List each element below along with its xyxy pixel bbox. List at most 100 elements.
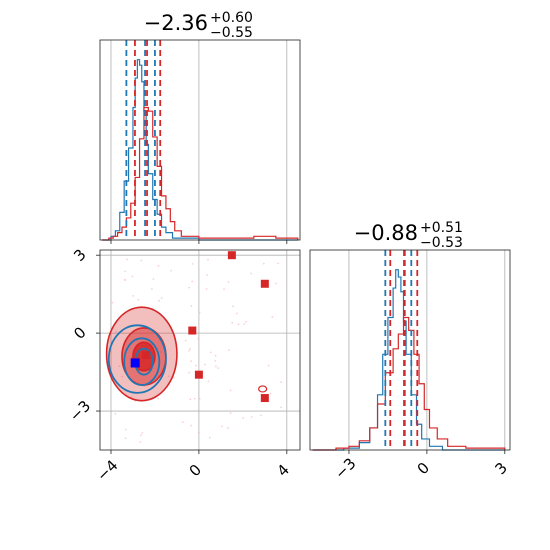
background-point xyxy=(157,397,159,400)
background-point xyxy=(124,270,127,273)
background-point xyxy=(280,406,283,409)
marker-a-5 xyxy=(142,351,151,360)
background-point xyxy=(190,424,193,427)
background-point xyxy=(195,364,197,367)
marker-a-1 xyxy=(260,279,269,288)
p3-xtick-label-0: −3 xyxy=(331,454,359,482)
background-point xyxy=(277,262,280,265)
joint-panel: −4 0 4 −3 0 3 xyxy=(66,245,301,485)
background-point xyxy=(141,432,144,434)
param1-ticks xyxy=(110,240,288,244)
background-point xyxy=(124,428,127,431)
background-point xyxy=(130,396,133,399)
background-point xyxy=(118,365,121,368)
param2-title-upper: +0.51 xyxy=(420,220,463,236)
background-point xyxy=(140,434,142,437)
background-point xyxy=(280,381,282,384)
background-point xyxy=(152,278,155,281)
marker-a-3 xyxy=(194,370,203,379)
background-point xyxy=(214,354,217,357)
background-point xyxy=(190,360,193,363)
background-point xyxy=(223,288,225,291)
param2-histogram-series-b xyxy=(312,269,505,451)
background-point xyxy=(227,427,229,429)
joint-xtick-label-2: 4 xyxy=(274,461,293,480)
joint-grid xyxy=(100,250,300,450)
param1-histogram-series-a xyxy=(102,106,299,241)
param2-title: −0.88 xyxy=(354,221,418,245)
background-point xyxy=(131,275,134,278)
contour-b-0 xyxy=(107,324,167,394)
background-point xyxy=(139,441,142,443)
joint-xtick-label-0: −4 xyxy=(93,456,121,484)
param2-title-median: −0.88 xyxy=(354,221,418,245)
background-point xyxy=(167,375,170,378)
background-point xyxy=(207,380,210,383)
background-point xyxy=(217,367,220,370)
background-point xyxy=(208,436,211,439)
background-point xyxy=(243,323,245,326)
param1-marginal-panel: −2.36 +0.60 −0.55 xyxy=(99,10,301,244)
background-point xyxy=(184,339,187,342)
background-point xyxy=(191,262,194,265)
background-point xyxy=(140,259,143,262)
background-point xyxy=(189,398,192,401)
background-point xyxy=(137,298,140,301)
background-point xyxy=(126,258,128,261)
background-point xyxy=(271,316,274,319)
param2-grid xyxy=(348,250,506,450)
param1-grid xyxy=(110,40,288,240)
background-point xyxy=(198,311,201,314)
background-point xyxy=(205,288,208,290)
background-point xyxy=(214,359,217,362)
background-point xyxy=(221,425,223,428)
param2-histogram-series-a xyxy=(312,316,506,451)
background-point xyxy=(111,301,114,304)
background-point xyxy=(207,258,209,261)
background-point xyxy=(198,397,201,400)
background-point xyxy=(215,365,217,368)
param1-histogram-series-b xyxy=(102,59,298,241)
background-point xyxy=(237,323,240,326)
marker-a-0 xyxy=(227,251,236,260)
background-point xyxy=(121,375,124,378)
background-point xyxy=(232,305,234,308)
param2-frame xyxy=(309,249,511,451)
background-point xyxy=(124,437,127,440)
param2-title-lower: −0.53 xyxy=(420,235,463,251)
joint-frame xyxy=(99,249,301,451)
joint-ytick-label-0: −3 xyxy=(66,397,94,425)
background-point xyxy=(181,421,184,423)
background-point xyxy=(197,337,200,340)
background-point xyxy=(198,431,200,434)
background-point xyxy=(123,278,126,281)
background-point xyxy=(269,392,272,395)
background-point xyxy=(231,322,234,324)
background-point xyxy=(160,297,163,300)
contour-b-1 xyxy=(123,337,161,386)
param1-frame xyxy=(99,39,301,241)
background-point xyxy=(227,349,230,352)
background-point xyxy=(260,414,263,417)
marker-a-2 xyxy=(188,326,197,335)
background-point xyxy=(209,351,212,354)
joint-ytick-label-1: 0 xyxy=(70,323,89,342)
background-point xyxy=(193,397,196,400)
background-point xyxy=(151,288,153,290)
background-point xyxy=(242,416,245,419)
contour-a-outlier xyxy=(258,385,268,393)
background-point xyxy=(235,312,238,315)
joint-xtick-label-1: 0 xyxy=(186,461,205,480)
p3-xtick-label-1: 0 xyxy=(414,459,433,478)
background-point xyxy=(229,412,232,414)
param1-title-median: −2.36 xyxy=(144,11,208,35)
background-point xyxy=(204,363,206,366)
background-point xyxy=(158,299,161,302)
param2-quantile-lines xyxy=(384,250,419,450)
background-point xyxy=(206,274,209,277)
background-point xyxy=(229,389,232,392)
param1-title-upper: +0.60 xyxy=(210,10,253,26)
background-point xyxy=(114,412,117,415)
background-point xyxy=(227,280,230,283)
